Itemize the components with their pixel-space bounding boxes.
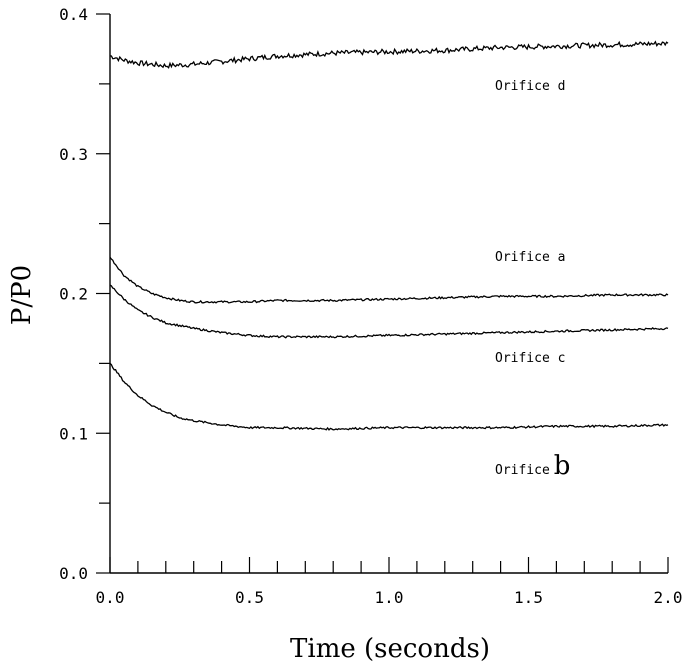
y-tick-label: 0.2 (59, 285, 88, 304)
series-label: Orifice a (495, 250, 565, 265)
y-axis-title: P/P0 (7, 265, 37, 325)
x-tick-label: 0.5 (235, 588, 264, 607)
series-line-orifice-d (109, 40, 669, 69)
tick-labels: 0.0 0.5 1.0 1.5 2.0 0.0 0.1 0.2 0.3 0.4 (59, 5, 682, 607)
y-tick-label: 0.4 (59, 5, 88, 24)
x-tick-label: 1.5 (514, 588, 543, 607)
y-tick-label: 0.0 (59, 564, 88, 583)
series-label: Orifice b (495, 451, 570, 481)
series-labels: Orifice d Orifice a Orifice c Orifice b (495, 79, 570, 481)
x-axis-title: Time (seconds) (290, 634, 490, 664)
series-label: Orifice c (495, 351, 565, 366)
x-tick-label: 0.0 (96, 588, 125, 607)
series-line-orifice-a (109, 256, 669, 304)
ticks (96, 13, 669, 574)
axes (109, 14, 668, 574)
x-tick-label: 2.0 (654, 588, 683, 607)
series-line-orifice-c (109, 284, 669, 339)
series-label: Orifice d (495, 79, 565, 94)
series-lines (109, 40, 669, 431)
y-tick-label: 0.3 (59, 145, 88, 164)
x-tick-label: 1.0 (375, 588, 404, 607)
y-tick-label: 0.1 (59, 424, 88, 443)
series-line-orifice-b (109, 362, 669, 431)
